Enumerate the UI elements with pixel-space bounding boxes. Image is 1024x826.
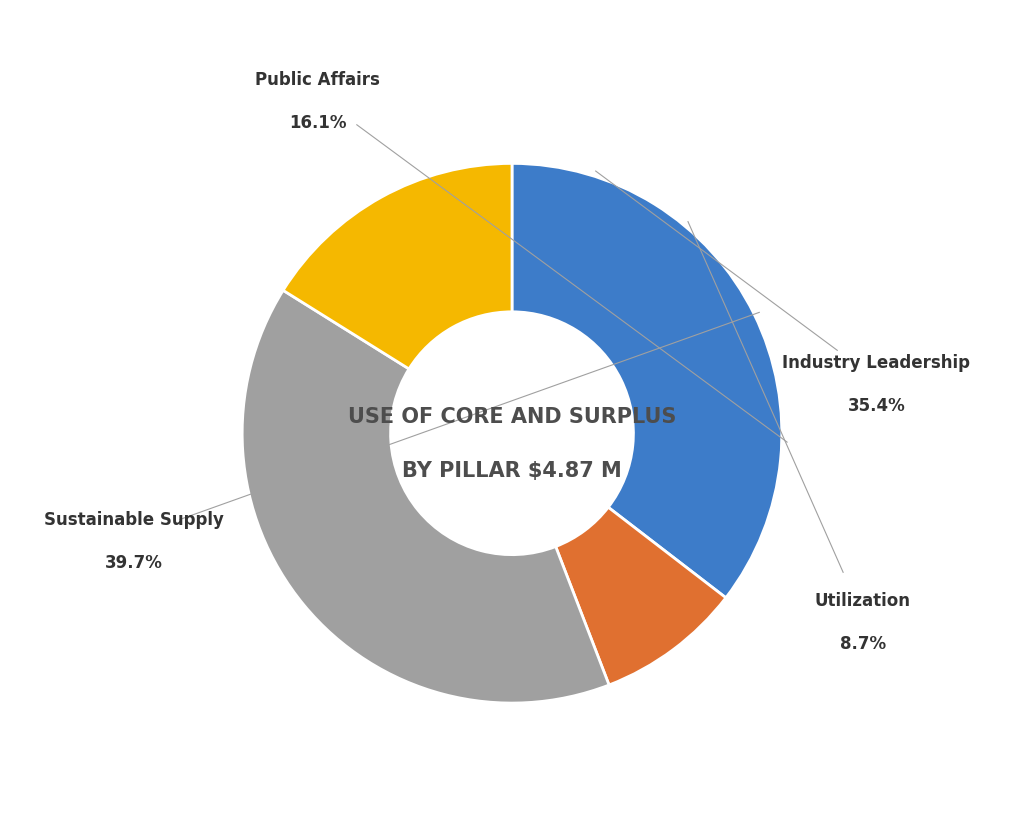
Text: 8.7%: 8.7% — [840, 634, 886, 653]
Text: USE OF CORE AND SURPLUS: USE OF CORE AND SURPLUS — [348, 407, 676, 427]
Text: 16.1%: 16.1% — [289, 114, 346, 132]
Text: Utilization: Utilization — [815, 591, 910, 610]
Text: Sustainable Supply: Sustainable Supply — [44, 510, 224, 529]
Text: Industry Leadership: Industry Leadership — [782, 354, 971, 372]
Wedge shape — [512, 164, 782, 598]
Wedge shape — [556, 507, 726, 685]
Text: 39.7%: 39.7% — [105, 553, 163, 572]
Wedge shape — [283, 164, 512, 369]
Text: Public Affairs: Public Affairs — [255, 71, 380, 88]
Wedge shape — [242, 290, 609, 703]
Text: 35.4%: 35.4% — [848, 397, 905, 415]
Text: BY PILLAR $4.87 M: BY PILLAR $4.87 M — [402, 461, 622, 481]
